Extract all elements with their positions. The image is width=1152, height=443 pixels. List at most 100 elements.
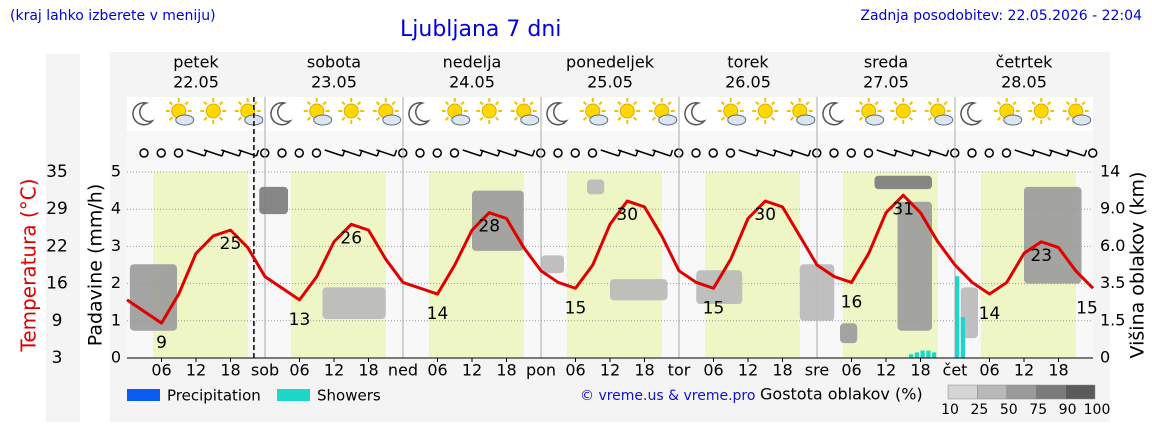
sun-ray — [893, 116, 898, 121]
cloud-layer — [472, 190, 524, 251]
sun-ray — [927, 116, 933, 121]
cloud-layer — [874, 175, 932, 190]
sun-ray — [736, 101, 741, 106]
sun-ray — [513, 101, 519, 106]
day-name: sreda — [864, 53, 908, 72]
sun-ray — [1065, 116, 1071, 121]
wind-barb — [928, 149, 947, 157]
wind-barb — [738, 149, 757, 157]
cloud-layer — [799, 264, 835, 321]
wind-barb — [393, 149, 398, 157]
daylight — [704, 172, 800, 358]
note: (kraj lahko izberete v meniju) — [10, 8, 216, 24]
x-tick-label: 06 — [427, 361, 447, 380]
sun-ray — [908, 116, 914, 121]
sun-ray — [1012, 101, 1017, 106]
calm-wind — [415, 148, 425, 158]
temperature-line — [126, 193, 1095, 325]
sun-ray — [306, 101, 312, 106]
density-swatch — [1035, 384, 1066, 400]
calm-wind — [863, 148, 874, 158]
cloud-layer — [129, 264, 178, 331]
temperature-tick-label: 16 — [46, 274, 68, 294]
temperature-label: 30 — [616, 205, 638, 225]
calm-wind — [432, 148, 442, 158]
temperature-tick-label: 35 — [46, 162, 68, 182]
day-date: 26.05 — [725, 73, 771, 92]
sun-ray — [1031, 116, 1036, 121]
moon-icon — [132, 102, 155, 126]
cloud-layer — [259, 186, 288, 215]
sun-ray — [943, 101, 948, 106]
cloud-layer — [587, 179, 605, 195]
calm-wind — [1088, 148, 1098, 158]
calm-wind — [294, 148, 304, 158]
wind-barb — [221, 149, 240, 157]
x-tick-label: 12 — [1014, 361, 1034, 380]
wind-barb — [807, 149, 812, 157]
sun-ray — [322, 101, 327, 106]
sun-ray — [356, 101, 362, 106]
sun-ray — [306, 116, 312, 121]
wind-barb — [186, 149, 205, 157]
legend-swatch — [127, 389, 160, 401]
sun-ray — [582, 101, 588, 106]
sun-icon — [343, 103, 359, 119]
cloud-layer — [541, 255, 564, 274]
day-date: 24.05 — [449, 73, 495, 92]
x-tick-label: 18 — [220, 361, 240, 380]
temperature-label: 14 — [979, 304, 1001, 324]
day-name: četrtek — [996, 53, 1054, 72]
x-tick-label: 12 — [462, 361, 482, 380]
wind-barb — [497, 149, 516, 157]
density-label: 75 — [1029, 402, 1047, 418]
wind-barb — [669, 149, 674, 157]
cloud-icon — [382, 114, 402, 126]
x-tick-label: 18 — [910, 361, 930, 380]
sun-ray — [1046, 101, 1052, 106]
sun-ray — [529, 101, 534, 106]
sun-ray — [598, 101, 603, 106]
sun-ray — [1065, 101, 1071, 106]
day-date: 27.05 — [863, 73, 909, 92]
legend-label: Showers — [317, 387, 381, 405]
wind-barb — [1014, 149, 1033, 157]
x-tick-label: ned — [388, 361, 418, 380]
wind-barb — [531, 149, 536, 157]
moon-icon — [546, 102, 569, 126]
day-name: torek — [727, 53, 769, 72]
y2-tick-label: 9.0 — [1100, 199, 1125, 218]
sun-ray — [460, 101, 465, 106]
cloud-layer — [840, 323, 858, 344]
cloud-layer — [696, 270, 743, 305]
precip-bar — [926, 350, 931, 358]
temperature-label: 9 — [156, 333, 167, 353]
sun-ray — [341, 116, 346, 121]
precip-bar — [932, 352, 937, 358]
x-tick-label: 06 — [703, 361, 723, 380]
sun-ray — [770, 116, 776, 121]
x-tick-label: 12 — [738, 361, 758, 380]
precip-bar — [920, 350, 925, 358]
cloud-layer — [610, 279, 668, 301]
wind-barb — [773, 149, 792, 157]
temperature-tick-label: 22 — [46, 236, 68, 256]
calm-wind — [708, 148, 718, 158]
temperature-label: 25 — [220, 234, 242, 254]
temperature-label: 28 — [478, 217, 500, 237]
calm-wind — [311, 148, 322, 158]
calm-wind — [829, 148, 839, 158]
sun-ray — [651, 101, 657, 106]
precip-bar — [955, 276, 960, 358]
day-name: ponedeljek — [566, 53, 655, 72]
sun-ray — [218, 116, 224, 121]
legend-swatch — [277, 389, 310, 401]
x-tick-label: 18 — [1048, 361, 1068, 380]
sun-ray — [632, 101, 638, 106]
wind-barb — [324, 149, 343, 157]
wind-barb — [790, 149, 809, 157]
sun-ray — [168, 101, 174, 106]
calm-wind — [156, 148, 166, 158]
calm-wind — [553, 148, 563, 158]
precip-bar — [960, 317, 965, 358]
